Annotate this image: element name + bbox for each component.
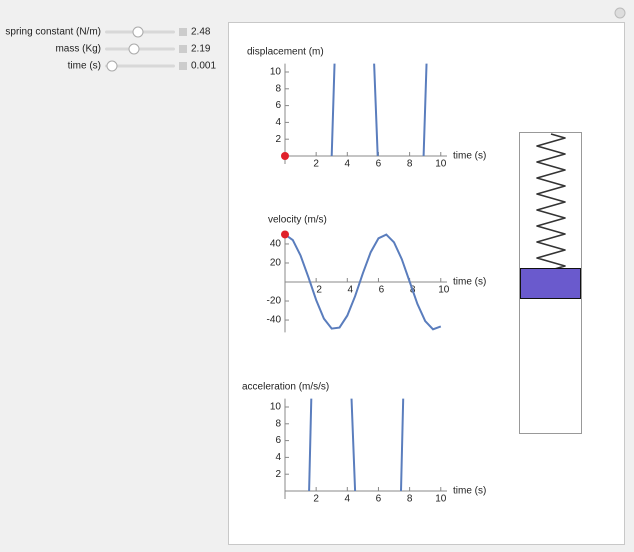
x-tick-label: 4 bbox=[348, 285, 354, 296]
control-value: 2.48 bbox=[191, 27, 211, 38]
control-value: 2.19 bbox=[191, 44, 211, 55]
spring-illustration bbox=[519, 132, 582, 434]
y-tick-label: 6 bbox=[275, 100, 281, 111]
time-marker bbox=[281, 230, 289, 239]
data-line bbox=[284, 233, 442, 331]
time-marker bbox=[281, 152, 289, 160]
chart-title: acceleration (m/s/s) bbox=[242, 382, 329, 393]
y-tick-label: 2 bbox=[275, 469, 281, 480]
slider-track[interactable] bbox=[105, 64, 175, 68]
chart-title: displacement (m) bbox=[247, 47, 324, 58]
slider-expand[interactable] bbox=[179, 28, 187, 36]
x-axis-label: time (s) bbox=[453, 277, 486, 288]
y-tick-label: 6 bbox=[275, 435, 281, 446]
x-tick-label: 4 bbox=[345, 159, 351, 170]
plots: displacement (m) time (s) 2 4 6 8 10 2 4 6 8 10 velo… bbox=[242, 47, 486, 505]
x-tick-label: 10 bbox=[435, 494, 447, 505]
x-tick-label: 6 bbox=[376, 494, 382, 505]
y-tick-label: 40 bbox=[270, 239, 282, 250]
y-tick-label: 8 bbox=[275, 418, 281, 429]
x-tick-label: 10 bbox=[438, 285, 450, 296]
control-label: time (s) bbox=[68, 61, 101, 72]
y-tick-label: 2 bbox=[275, 134, 281, 145]
x-tick-label: 2 bbox=[313, 159, 319, 170]
y-tick-label: 4 bbox=[275, 117, 281, 128]
x-tick-label: 4 bbox=[345, 494, 351, 505]
data-line bbox=[330, 63, 428, 157]
spring-coil bbox=[536, 133, 566, 271]
y-tick-label: -40 bbox=[267, 315, 282, 326]
y-tick-label: 10 bbox=[270, 67, 282, 78]
x-tick-label: 8 bbox=[407, 159, 413, 170]
x-axis-label: time (s) bbox=[453, 151, 486, 162]
chart-title: velocity (m/s) bbox=[268, 215, 327, 226]
x-tick-label: 6 bbox=[379, 285, 385, 296]
control-label: spring constant (N/m) bbox=[5, 27, 101, 38]
x-tick-label: 6 bbox=[376, 159, 382, 170]
controls: spring constant (N/m) 2.48 mass (Kg) 2.19 ti… bbox=[5, 26, 216, 72]
x-tick-label: 2 bbox=[316, 285, 322, 296]
slider-thumb[interactable] bbox=[106, 60, 118, 72]
y-tick-label: 20 bbox=[270, 258, 282, 269]
y-tick-label: 10 bbox=[270, 402, 282, 413]
y-tick-label: 8 bbox=[275, 83, 281, 94]
slider-thumb[interactable] bbox=[132, 26, 144, 38]
mass-block bbox=[520, 268, 581, 299]
control-value: 0.001 bbox=[191, 61, 216, 72]
y-tick-label: -20 bbox=[267, 296, 282, 307]
slider-thumb[interactable] bbox=[128, 43, 140, 55]
control-label: mass (Kg) bbox=[55, 44, 101, 55]
y-tick-label: 4 bbox=[275, 452, 281, 463]
x-tick-label: 8 bbox=[407, 494, 413, 505]
data-line bbox=[308, 398, 405, 492]
x-tick-label: 10 bbox=[435, 159, 447, 170]
x-axis-label: time (s) bbox=[453, 486, 486, 497]
slider-track[interactable] bbox=[105, 47, 175, 51]
x-tick-label: 2 bbox=[313, 494, 319, 505]
slider-expand[interactable] bbox=[179, 62, 187, 70]
slider-expand[interactable] bbox=[179, 45, 187, 53]
options-button[interactable] bbox=[614, 7, 626, 19]
